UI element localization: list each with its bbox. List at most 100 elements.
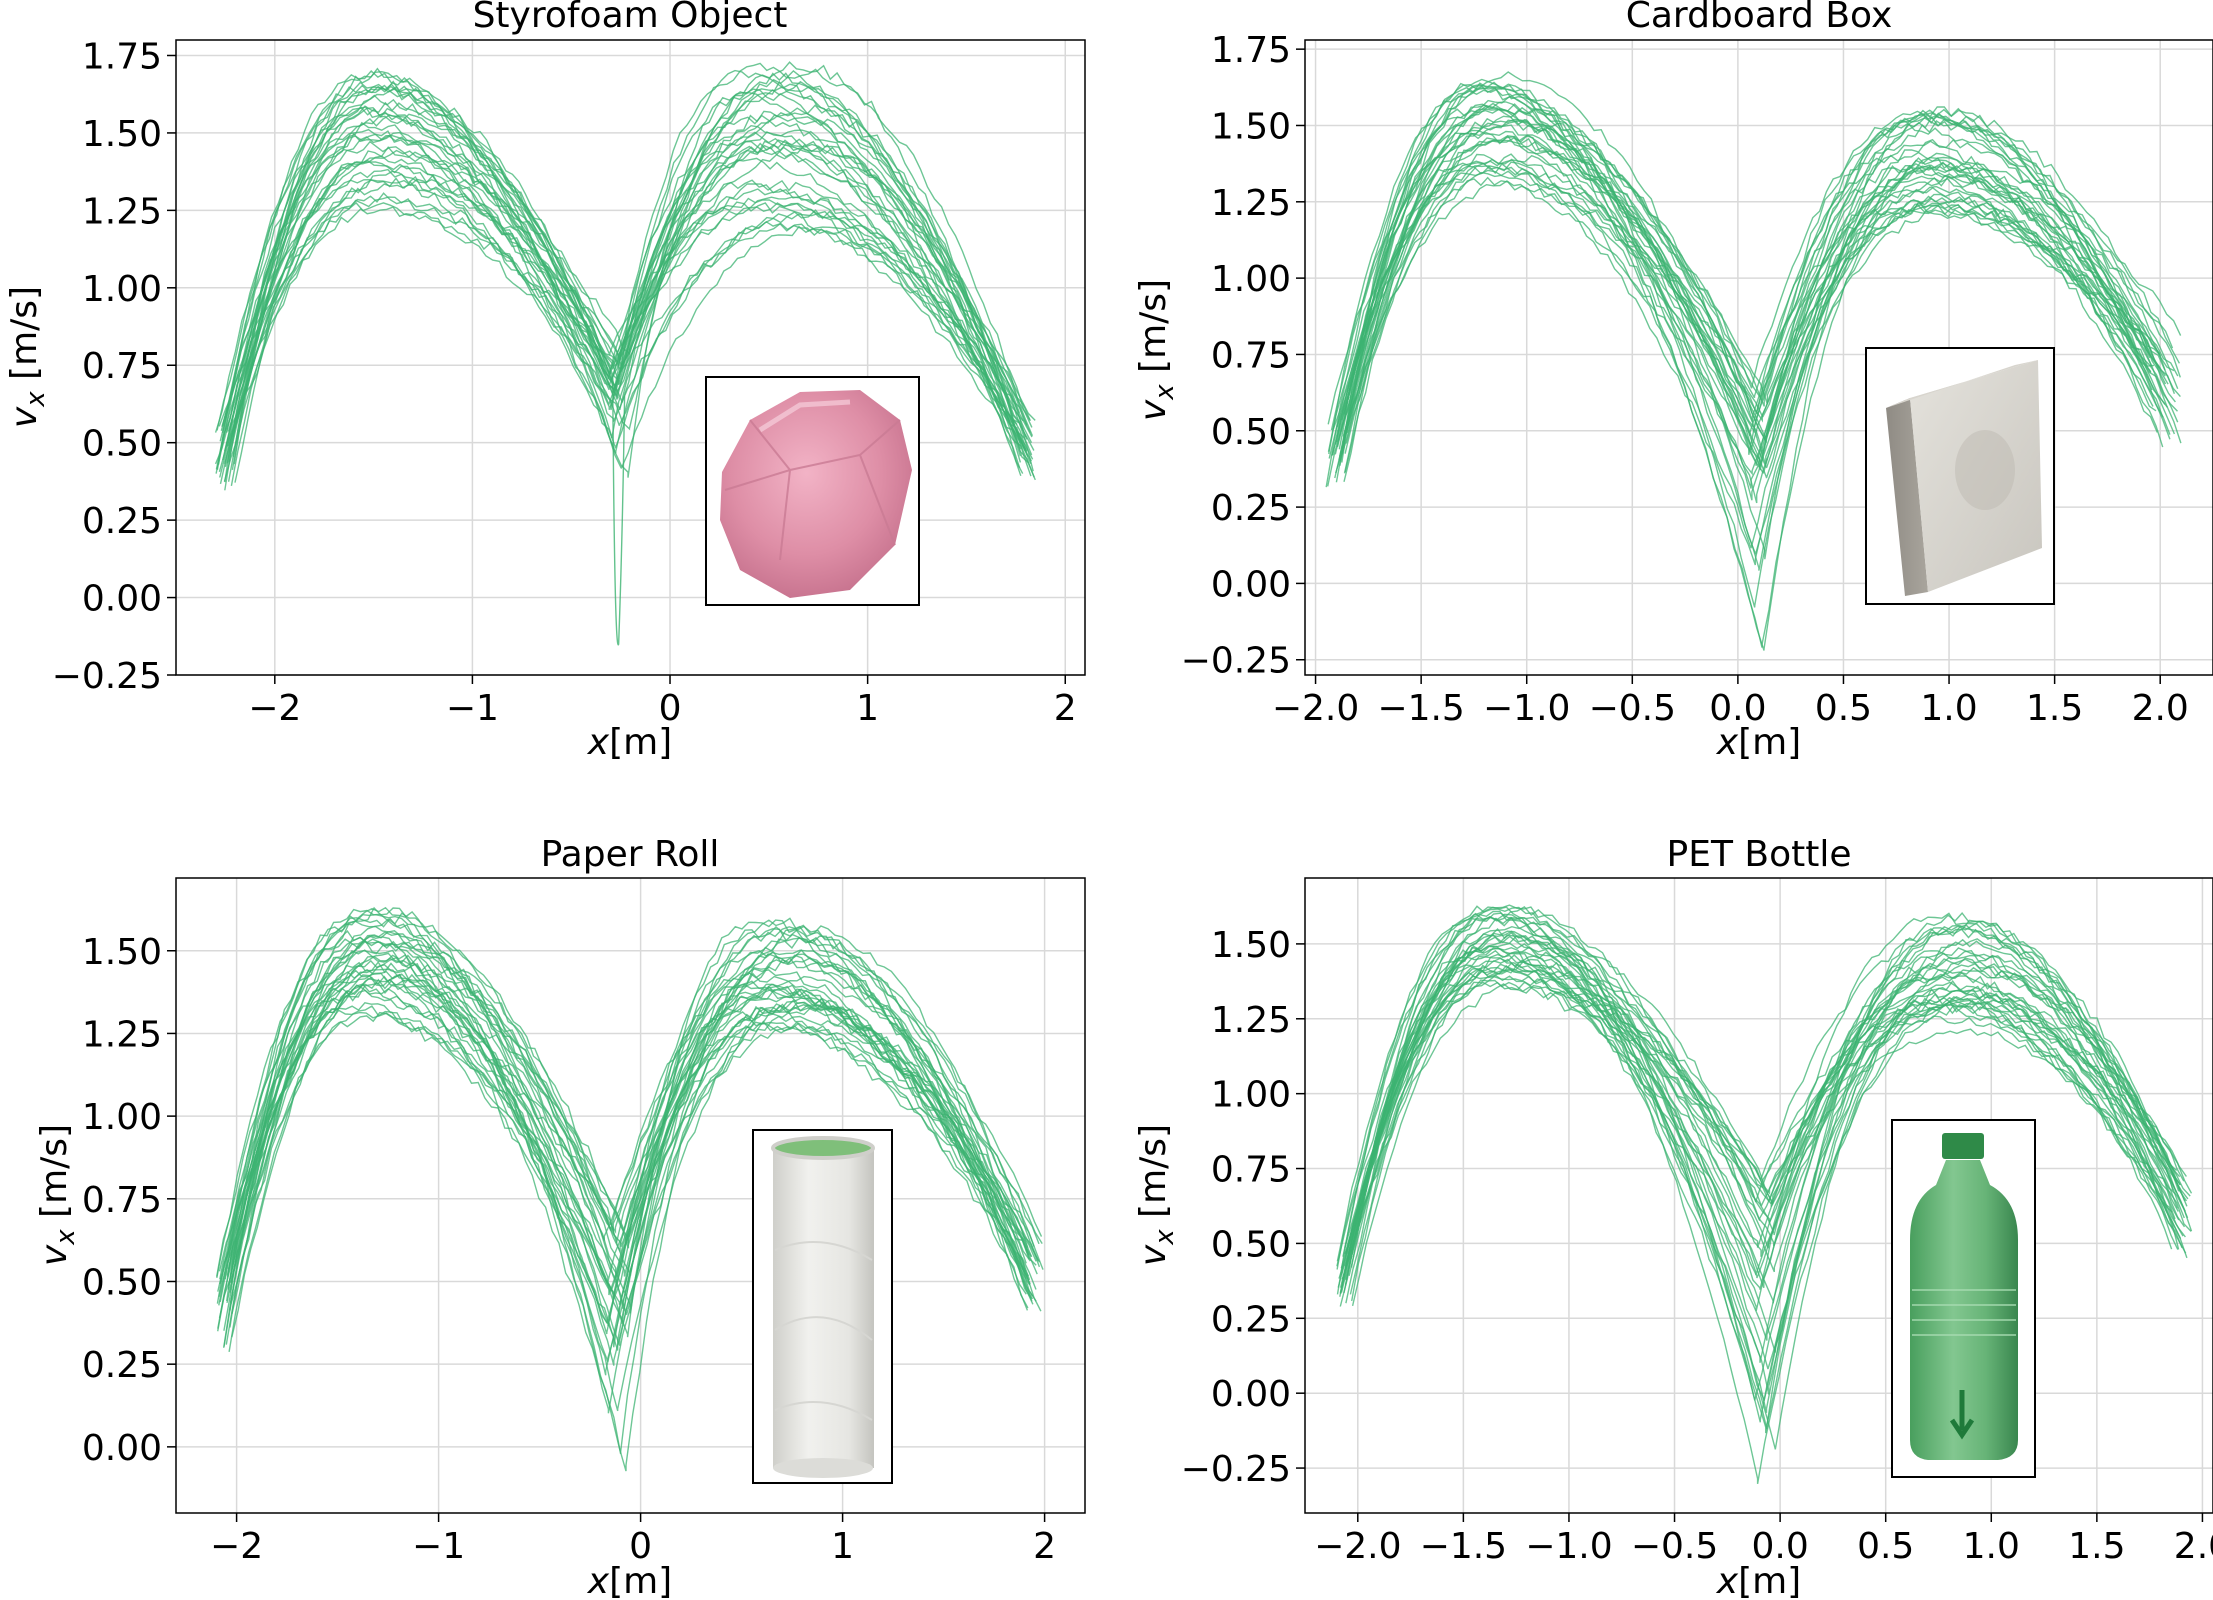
x-tick-label: −1.0	[1525, 1526, 1612, 1567]
pink-styrofoam-icon	[720, 390, 912, 598]
x-tick-label: −0.5	[1589, 688, 1676, 729]
y-tick-label: 0.00	[1211, 1374, 1291, 1415]
series-group	[214, 61, 1036, 646]
series-group	[216, 906, 1044, 1472]
series-line	[228, 964, 1039, 1412]
x-tick-label: −1.5	[1420, 1526, 1507, 1567]
y-tick-label: 0.00	[1211, 564, 1291, 605]
x-tick-label: 0.5	[1815, 688, 1872, 729]
x-tick-labels: −2.0 −1.5 −1.0 −0.5 0.0 0.5 1.0 1.5 2.0	[1272, 675, 2189, 729]
y-tick-label: 1.50	[82, 114, 162, 155]
x-tick-labels: −2.0 −1.5 −1.0 −0.5 0.0 0.5 1.0 1.5 2.0	[1314, 1513, 2213, 1567]
y-tick-label: 0.75	[82, 346, 162, 387]
series-line	[1342, 916, 2182, 1288]
y-tick-labels: −0.25 0.00 0.25 0.50 0.75 1.00 1.25 1.50 1.75	[52, 36, 176, 697]
series-line	[1343, 153, 2161, 482]
y-tick-label: 0.25	[1211, 488, 1291, 529]
x-tick-label: −1	[446, 688, 499, 729]
x-tick-label: 1	[856, 688, 879, 729]
plot-frame	[1304, 877, 2213, 1514]
y-tick-label: 0.25	[82, 501, 162, 542]
x-tick-label: 1.0	[1963, 1526, 2020, 1567]
x-tick-label: 2.0	[2174, 1526, 2213, 1567]
inset-image	[752, 1129, 893, 1484]
x-tick-label: −1.0	[1483, 688, 1570, 729]
series-line	[225, 106, 1031, 447]
series-line	[1327, 86, 2152, 651]
series-line	[223, 980, 1037, 1347]
plot-frame	[1304, 39, 2213, 676]
series-line	[1336, 108, 2181, 471]
y-tick-label: 0.25	[1211, 1299, 1291, 1340]
inset-image	[705, 376, 920, 606]
y-tick-label: 1.50	[1211, 925, 1291, 966]
y-tick-label: 1.50	[82, 932, 162, 973]
series-line	[1351, 906, 2186, 1401]
x-tick-label: −1.5	[1377, 688, 1464, 729]
series-line	[219, 908, 1034, 1455]
y-tick-labels: −0.25 0.00 0.25 0.50 0.75 1.00 1.25 1.50 1.75	[1181, 30, 1305, 682]
y-tick-label: −0.25	[52, 656, 162, 697]
series-line	[231, 975, 1032, 1338]
x-axis-label: x[m]	[1716, 1561, 1801, 1600]
series-line	[227, 140, 1036, 447]
plot-frame	[175, 877, 1086, 1514]
series-line	[1332, 120, 2162, 466]
y-tick-label: 1.75	[1211, 30, 1291, 71]
x-axis-label: x[m]	[1716, 722, 1801, 763]
y-tick-label: 1.00	[1211, 259, 1291, 300]
series-group	[1325, 71, 2182, 651]
series-line	[217, 69, 1028, 465]
series-line	[223, 1001, 1037, 1348]
series-line	[215, 91, 1035, 478]
chart-pet-bottle: PET Bottle −2.0 −1.5 −1.0 −0.5 0.0 0.5 1.0 1.5 2…	[1133, 834, 2213, 1600]
x-tick-label: 0.5	[1857, 1526, 1914, 1567]
y-axis-label: vx [m/s]	[1133, 279, 1180, 421]
series-line	[1346, 975, 2180, 1341]
plot-frame	[175, 39, 1086, 676]
series-group	[1336, 904, 2193, 1485]
series-line	[1350, 910, 2187, 1311]
inset-image	[1865, 347, 2055, 605]
series-line	[217, 953, 1029, 1335]
series-line	[227, 86, 1033, 444]
y-tick-label: 1.25	[1211, 183, 1291, 224]
series-line	[224, 132, 1027, 491]
x-tick-label: −2.0	[1272, 688, 1359, 729]
series-line	[612, 380, 626, 646]
series-line	[223, 131, 1030, 482]
x-tick-label: 0	[629, 1526, 652, 1567]
series-line	[1351, 930, 2189, 1485]
chart-title: PET Bottle	[1667, 834, 1852, 875]
x-tick-label: −2	[210, 1526, 263, 1567]
inset-image	[1891, 1119, 2036, 1478]
series-line	[1344, 904, 2179, 1273]
series-line	[1346, 916, 2183, 1263]
series-line	[224, 139, 1022, 477]
y-tick-label: 0.75	[82, 1180, 162, 1221]
series-line	[1345, 135, 2154, 434]
y-tick-label: 0.50	[1211, 412, 1291, 453]
chart-cardboard-box: Cardboard Box −2.0 −1.5 −1.0 −0.5 0.0 0.5 1.0 1…	[1133, 0, 2213, 763]
y-tick-labels: −0.25 0.00 0.25 0.50 0.75 1.00 1.25 1.50	[1181, 925, 1305, 1490]
chart-title: Paper Roll	[541, 834, 720, 875]
series-line	[218, 973, 1034, 1297]
y-tick-label: 1.75	[82, 36, 162, 77]
chart-styrofoam-object: Styrofoam Object −2 −1 0 1 2 −0.25 0.00 0.25 0.…	[4, 0, 1086, 763]
series-line	[1338, 981, 2184, 1279]
series-line	[1342, 151, 2169, 437]
y-axis-label: vx [m/s]	[34, 1124, 81, 1266]
series-line	[1330, 103, 2169, 431]
x-tick-labels: −2 −1 0 1 2	[248, 675, 1077, 729]
chart-title: Styrofoam Object	[473, 0, 788, 36]
series-line	[1325, 83, 2164, 488]
series-line	[217, 912, 1035, 1329]
y-tick-label: 0.50	[1211, 1224, 1291, 1265]
chart-paper-roll: Paper Roll −2 −1 0 1 2 0.00 0.25 0.50 0.75 1.00 1…	[34, 834, 1086, 1600]
series-line	[223, 982, 1037, 1472]
y-tick-label: 0.00	[82, 579, 162, 620]
x-tick-label: 1.0	[1920, 688, 1977, 729]
y-tick-label: 1.25	[82, 1014, 162, 1055]
x-tick-label: 2	[1054, 688, 1077, 729]
x-tick-label: 0.0	[1751, 1526, 1808, 1567]
